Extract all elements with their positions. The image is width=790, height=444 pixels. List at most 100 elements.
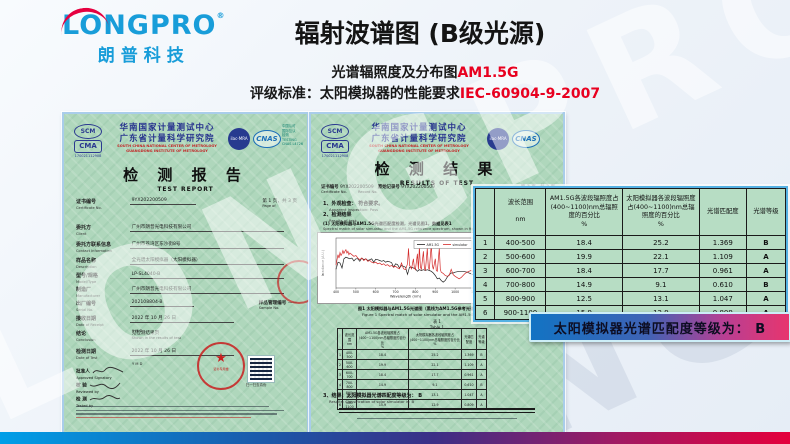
subtitle-line-1: 光谱辐照度及分布图AM1.5G: [180, 62, 670, 82]
org-name-cn2: 广东省计量科学研究院: [119, 133, 215, 144]
label-receipt-cn: 接收日期: [76, 316, 97, 322]
cert-left-header: SCM CMA 170021112908 华南国家计量测试中心 广东省计量科学研…: [68, 122, 303, 162]
ymd-hint-2: Y M D: [132, 362, 143, 366]
mini-table-header-row: 波长范围 nm AM1.5G各波段辐照度占(400~1100)nm总辐照度的百分比…: [336, 328, 488, 350]
svg-text:Irradiance (A.U.): Irradiance (A.U.): [321, 250, 325, 276]
label-tested-cn: 检 测: [76, 397, 87, 403]
cnas-logo: CNAS: [512, 130, 540, 148]
label-model-en: Model/Type: [76, 280, 97, 284]
label-rcert-no-en: Certificate No.: [321, 190, 347, 194]
label-cert-no-cn: 证书编号: [76, 199, 97, 205]
cert-left-title-en: TEST REPORT: [157, 186, 214, 193]
value-page-cn: 第 1 页，共 3 页: [262, 199, 297, 204]
label-conclusion-cn: 结论: [76, 331, 87, 337]
cma-mark: CMA: [321, 140, 349, 153]
item1-cn: 1、外观检查： 符合要求。: [323, 201, 384, 207]
mini-table-row: 3 600-700 18.4 17.7 0.961 A: [336, 369, 488, 380]
field-manufacturer: 制造厂 Manufacturer 广州市朗普光电科技有限公司: [76, 286, 297, 299]
table-row: 4 700-800 14.9 9.1 0.610 B: [474, 277, 787, 292]
logo-subtitle: 朗普科技: [97, 46, 190, 66]
longpro-logo: LONGPRO® 朗普科技: [58, 4, 226, 66]
subtitle1-red: AM1.5G: [457, 65, 519, 81]
item3-en: Spectral match of solar simulator and th…: [323, 227, 505, 231]
org-name-en2: GUANGDONG INSTITUTE OF METROLOGY: [378, 149, 460, 154]
cert-right-header: SCM CMA 170021112908 华南国家计量测试中心 广东省计量科学研…: [315, 122, 559, 162]
mini-th-1: 波长范围 nm: [342, 328, 358, 350]
mini-th-5: 光谱等级: [475, 328, 488, 350]
signature-stroke: [92, 366, 124, 374]
cma-logo: SCM CMA 170021112908: [70, 124, 106, 158]
field-test-date: 检测日期 Date of Test 2022 年 10 月 26 日 Y M D: [76, 348, 297, 367]
field-receipt-date: 接收日期 Date of Receipt 2022 年 10 月 26 日 Y M…: [76, 315, 297, 334]
cma-logo: SCM CMA 170021112908: [317, 124, 353, 158]
subtitle2-black: 评级标准：太阳模拟器的性能要求: [249, 86, 460, 102]
cma-number: 170021112908: [74, 154, 102, 158]
item-final-result: 3、结果：太阳模拟器光谱匹配度等级为： B Results: Classific…: [323, 392, 555, 404]
signature-reviewed: 核 验 Reviewed by: [76, 380, 122, 395]
value-serial: 202108804-B: [129, 300, 194, 307]
table1-caption: 表 1 Table 1: [311, 319, 563, 330]
org-name-cn1: 华南国家计量测试中心: [371, 123, 467, 133]
cert-left-title-cn: 检 测 报 告: [123, 166, 248, 184]
svg-text:1000: 1000: [451, 290, 459, 294]
figure-caption: 图1 太阳模拟器与AM1.5G光谱图（黑线为AM1.5G参考光谱，红线为模拟器光…: [315, 306, 559, 317]
label-receipt-en: Date of Receipt: [76, 323, 104, 327]
th-am15g-pct: AM1.5G各波段辐照度占(400~1100)nm总辐照度的百分比%: [545, 188, 624, 236]
label-reviewed-en: Reviewed by: [76, 390, 99, 394]
cnas-logo: CNAS: [253, 130, 281, 148]
table1-caption-cn: 表 1: [433, 319, 441, 324]
value-client: 广州市朗普光电科技有限公司: [129, 224, 284, 232]
separator-line: [339, 408, 535, 410]
ymd-hint-1: Y M D: [132, 329, 143, 333]
field-contact: 委托方联系信息 Contact Information 广州市荔湾区东沙街8号: [76, 241, 297, 254]
org-name-cn2: 广东省计量科学研究院: [371, 133, 467, 144]
spectral-chart: 40050060070080090010001100Wavelength (nm…: [317, 232, 481, 307]
label-reviewed-cn: 核 验: [76, 383, 87, 389]
label-client-en: Client: [76, 232, 87, 236]
cert-right-title-cn: 检 测 结 果: [374, 160, 500, 178]
signature-approved: 批准人 Approved Signatory: [76, 366, 125, 381]
svg-text:500: 500: [353, 290, 359, 294]
cert-right-title-en: RESULTS OF TEST: [399, 180, 475, 187]
signature-stroke: [89, 394, 121, 401]
cert-right-footer-lines: [323, 418, 551, 422]
item2-cn: 2、检测结果: [323, 212, 352, 218]
mini-results-table: 波长范围 nm AM1.5G各波段辐照度占(400~1100)nm总辐照度的百分比…: [336, 328, 488, 410]
label-record-no: 原始记录号: [377, 185, 400, 190]
th-wavelength-range: 波长范围 nm: [494, 188, 547, 236]
separator-line: [339, 412, 535, 413]
value-conclusion: 见检测结果页 Shown in the results of test: [130, 330, 284, 342]
cert-left-title: 检 测 报 告 TEST REPORT: [64, 164, 307, 193]
label-manufacturer-cn: 制造厂: [76, 287, 92, 293]
official-seal: ★ 证书专用章: [197, 342, 245, 390]
value-conclusion-en: Shown in the results of test: [131, 336, 181, 340]
table-row: 2 500-600 19.9 22.1 1.109 A: [474, 249, 787, 264]
org-name-en1: SOUTH CHINA NATIONAL CENTER OF METROLOGY: [369, 144, 469, 149]
field-model: 型号/规格 Model/Type LP-SL4040-B: [76, 272, 297, 285]
spectral-match-table: 波长范围 nm AM1.5G各波段辐照度占(400~1100)nm总辐照度的百分比…: [473, 186, 788, 322]
org-name-block: 华南国家计量测试中心 广东省计量科学研究院 SOUTH CHINA NATION…: [108, 123, 226, 154]
item3-cn: (1) 太阳模拟器与AM1.5G光谱匹配度检测，光谱见图1，数据见表1: [323, 221, 452, 226]
item-apparent-inspection: 1、外观检查： 符合要求。 Apparent Inspection: Pass: [323, 200, 555, 212]
value-conclusion-cn: 见检测结果页: [131, 331, 160, 336]
label-rcert-no: 证书编号: [321, 185, 339, 190]
field-certificate-no: 证书编号 Certificate No. 9YX202200509 第 1 页，共…: [76, 198, 297, 211]
value-manufacturer: 广州市朗普光电科技有限公司: [129, 286, 284, 294]
result-en: Results: Classification of solar simulat…: [329, 399, 415, 404]
org-name-en1: SOUTH CHINA NATIONAL CENTER OF METROLOGY: [117, 144, 217, 149]
mini-table-row: 2 500-600 19.9 22.1 1.109 A: [336, 359, 488, 370]
table-row: 5 800-900 12.5 13.1 1.047 A: [474, 291, 787, 306]
figure-caption-cn: 图1 太阳模拟器与AM1.5G光谱图（黑线为AM1.5G参考光谱，红线为模拟器光…: [357, 306, 517, 311]
svg-text:900: 900: [432, 290, 438, 294]
svg-text:700: 700: [393, 290, 399, 294]
svg-text:simulator: simulator: [453, 243, 469, 247]
label-serial-cn: 出厂编号: [76, 301, 97, 307]
logo-text: LONGPRO: [62, 10, 217, 41]
value-model: LP-SL4040-B: [129, 272, 284, 279]
label-approved-en: Approved Signatory: [76, 376, 112, 380]
cert-right-title: 检 测 结 果 RESULTS OF TEST: [311, 158, 563, 187]
grade-result-banner: 太阳模拟器光谱匹配度等级为： B: [529, 312, 790, 342]
svg-text:400: 400: [333, 290, 339, 294]
mini-th-3: 太阳模拟器各波段辐照度占(400~1100)nm总辐照度的百分比%: [407, 328, 463, 350]
